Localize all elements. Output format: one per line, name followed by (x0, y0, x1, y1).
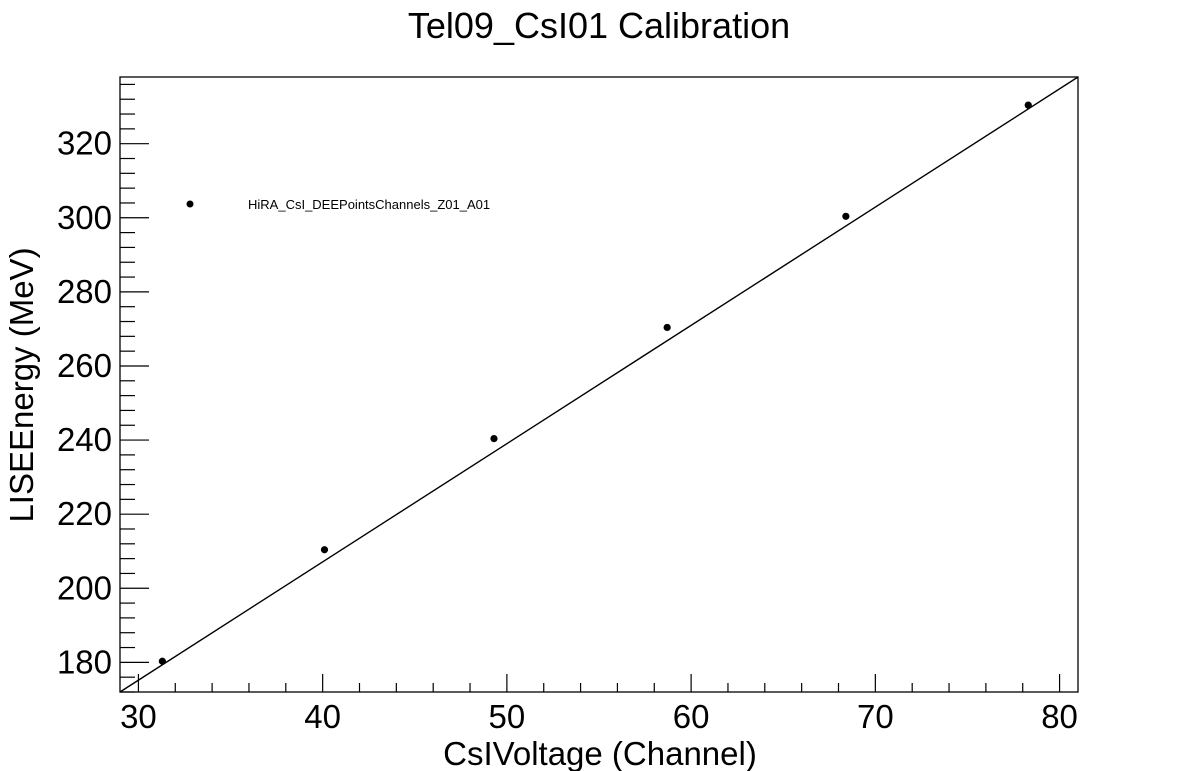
plot-frame (119, 76, 1079, 693)
x-tick-label: 80 (1041, 698, 1078, 735)
x-tick-label: 30 (120, 698, 157, 735)
y-tick-label: 200 (57, 569, 112, 606)
data-point (490, 434, 498, 443)
x-tick-label: 70 (857, 698, 894, 735)
legend-marker (186, 200, 194, 208)
legend-label: HiRA_CsI_DEEPointsChannels_Z01_A01 (248, 197, 490, 212)
data-point (663, 323, 671, 332)
y-tick-label: 260 (57, 347, 112, 384)
y-axis-label: LISEEnergy (MeV) (3, 247, 40, 522)
data-point (842, 212, 850, 220)
y-axis-tick-labels: 180 200 220 240 260 280 300 320 (57, 125, 112, 681)
y-tick-label: 320 (57, 125, 112, 162)
y-tick-label: 180 (57, 643, 112, 680)
data-points (158, 101, 1032, 665)
legend: HiRA_CsI_DEEPointsChannels_Z01_A01 (186, 197, 490, 212)
data-point (320, 546, 329, 554)
x-axis-ticks (137, 674, 1061, 692)
y-axis-ticks (120, 83, 149, 693)
y-tick-label: 280 (57, 273, 112, 310)
y-tick-label: 220 (57, 495, 112, 532)
y-tick-label: 240 (57, 421, 112, 458)
x-axis-label: CsIVoltage (Channel) (443, 735, 757, 771)
data-point (158, 657, 166, 665)
data-point (1024, 101, 1032, 109)
y-tick-label: 300 (57, 199, 112, 236)
fit-line (119, 76, 1079, 693)
x-tick-label: 40 (304, 698, 341, 735)
chart-title: Tel09_CsI01 Calibration (408, 5, 790, 46)
x-tick-label: 60 (673, 698, 710, 735)
x-axis-tick-labels: 30 40 50 60 70 80 (120, 698, 1078, 735)
x-tick-label: 50 (489, 698, 526, 735)
